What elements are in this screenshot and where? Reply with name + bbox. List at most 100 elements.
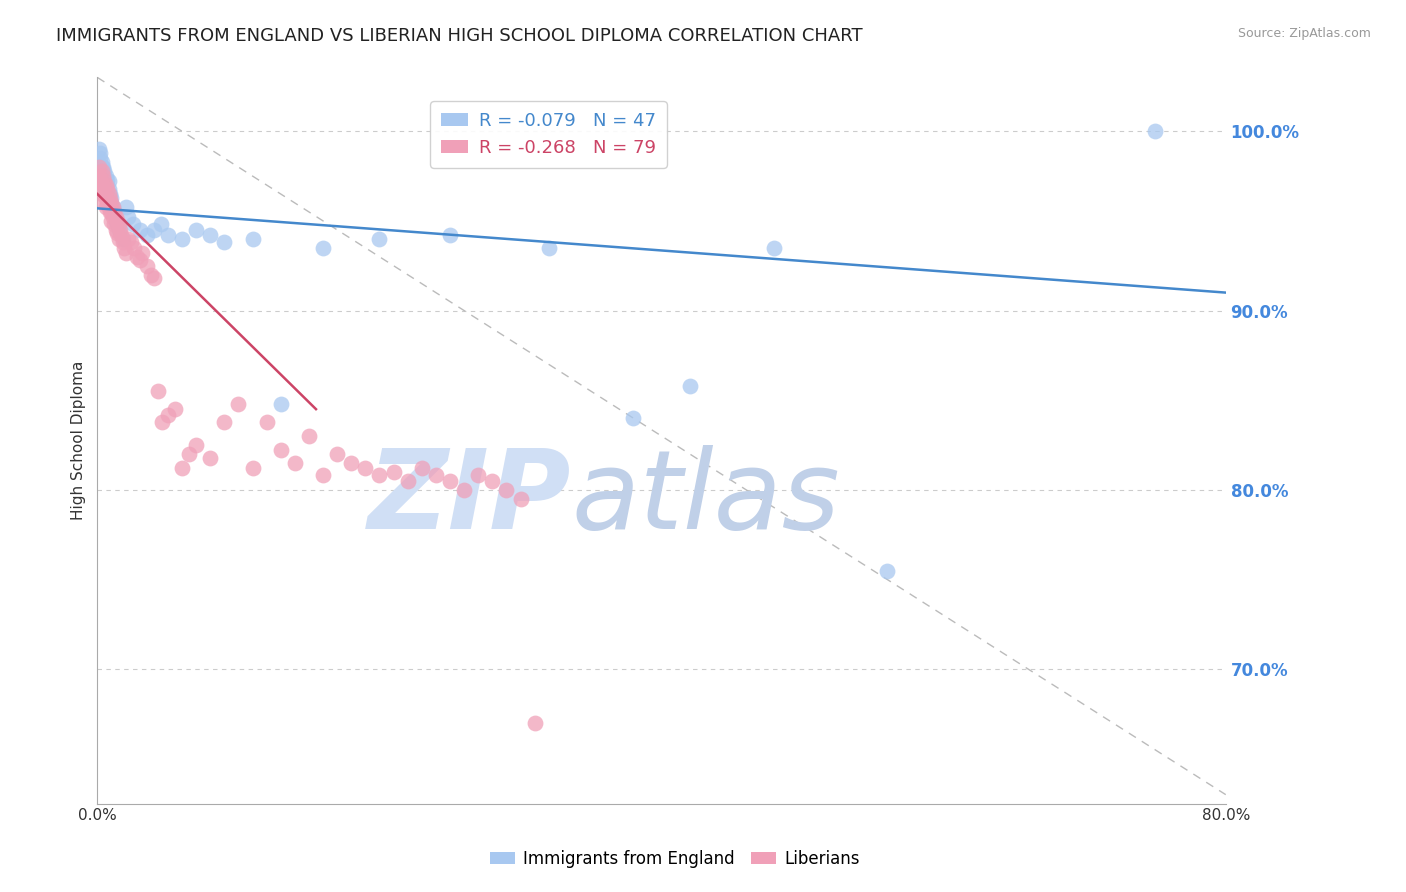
Point <box>111 235 134 250</box>
Point <box>89 145 111 160</box>
Point <box>125 250 148 264</box>
Point <box>284 456 307 470</box>
Point <box>89 151 111 165</box>
Point <box>120 235 142 250</box>
Point <box>763 241 786 255</box>
Point <box>103 205 125 219</box>
Point <box>242 232 264 246</box>
Point <box>103 218 125 232</box>
Text: atlas: atlas <box>571 445 839 552</box>
Point <box>111 232 134 246</box>
Point <box>621 411 644 425</box>
Point <box>537 241 560 255</box>
Point <box>91 160 114 174</box>
Point <box>96 181 118 195</box>
Point <box>93 163 115 178</box>
Point <box>107 218 129 232</box>
Point <box>117 232 139 246</box>
Point <box>90 154 112 169</box>
Point <box>100 196 122 211</box>
Point <box>128 253 150 268</box>
Point <box>298 429 321 443</box>
Point <box>90 186 112 201</box>
Point <box>114 246 136 260</box>
Legend: R = -0.079   N = 47, R = -0.268   N = 79: R = -0.079 N = 47, R = -0.268 N = 79 <box>430 101 666 168</box>
Point <box>97 174 120 188</box>
Point <box>142 271 165 285</box>
Point <box>93 174 115 188</box>
Point <box>93 196 115 211</box>
Point <box>100 196 122 211</box>
Point <box>87 169 110 183</box>
Point <box>94 200 117 214</box>
Point <box>90 160 112 174</box>
Point <box>90 163 112 178</box>
Point <box>354 461 377 475</box>
Point <box>93 186 115 201</box>
Point <box>368 232 391 246</box>
Point <box>100 214 122 228</box>
Point <box>326 447 349 461</box>
Point <box>107 232 129 246</box>
Point <box>91 169 114 183</box>
Point <box>679 379 702 393</box>
Point <box>312 468 335 483</box>
Point <box>439 228 461 243</box>
Point <box>198 450 221 465</box>
Point <box>270 443 292 458</box>
Point <box>382 465 405 479</box>
Point <box>149 218 172 232</box>
Point <box>89 181 111 195</box>
Point <box>107 223 129 237</box>
Point <box>228 397 250 411</box>
Point <box>368 468 391 483</box>
Point <box>876 564 898 578</box>
Point <box>396 474 419 488</box>
Point <box>242 461 264 475</box>
Point <box>97 181 120 195</box>
Legend: Immigrants from England, Liberians: Immigrants from England, Liberians <box>484 844 866 875</box>
Point <box>101 200 124 214</box>
Point <box>108 223 131 237</box>
Point <box>411 461 433 475</box>
Point <box>170 232 193 246</box>
Point <box>94 169 117 183</box>
Point <box>128 223 150 237</box>
Point <box>1144 124 1167 138</box>
Point <box>97 186 120 201</box>
Point <box>214 415 236 429</box>
Point <box>135 259 157 273</box>
Point <box>93 169 115 183</box>
Point <box>131 246 153 260</box>
Point <box>114 200 136 214</box>
Point <box>146 384 169 399</box>
Point <box>509 491 531 506</box>
Point <box>104 214 127 228</box>
Point <box>91 163 114 178</box>
Point <box>87 160 110 174</box>
Point <box>156 408 179 422</box>
Point <box>495 483 517 497</box>
Point <box>122 241 145 255</box>
Point <box>150 415 173 429</box>
Text: Source: ZipAtlas.com: Source: ZipAtlas.com <box>1237 27 1371 40</box>
Point <box>481 474 503 488</box>
Point <box>270 397 292 411</box>
Point <box>98 193 121 207</box>
Point <box>467 468 489 483</box>
Point <box>90 178 112 192</box>
Point <box>103 205 125 219</box>
Point <box>97 200 120 214</box>
Point <box>256 415 278 429</box>
Point <box>439 474 461 488</box>
Point <box>91 181 114 195</box>
Point <box>340 456 363 470</box>
Point <box>98 205 121 219</box>
Y-axis label: High School Diploma: High School Diploma <box>72 361 86 520</box>
Point <box>101 211 124 225</box>
Point <box>112 241 135 255</box>
Point <box>184 223 207 237</box>
Point <box>139 268 162 282</box>
Point <box>105 218 128 232</box>
Text: ZIP: ZIP <box>368 445 571 552</box>
